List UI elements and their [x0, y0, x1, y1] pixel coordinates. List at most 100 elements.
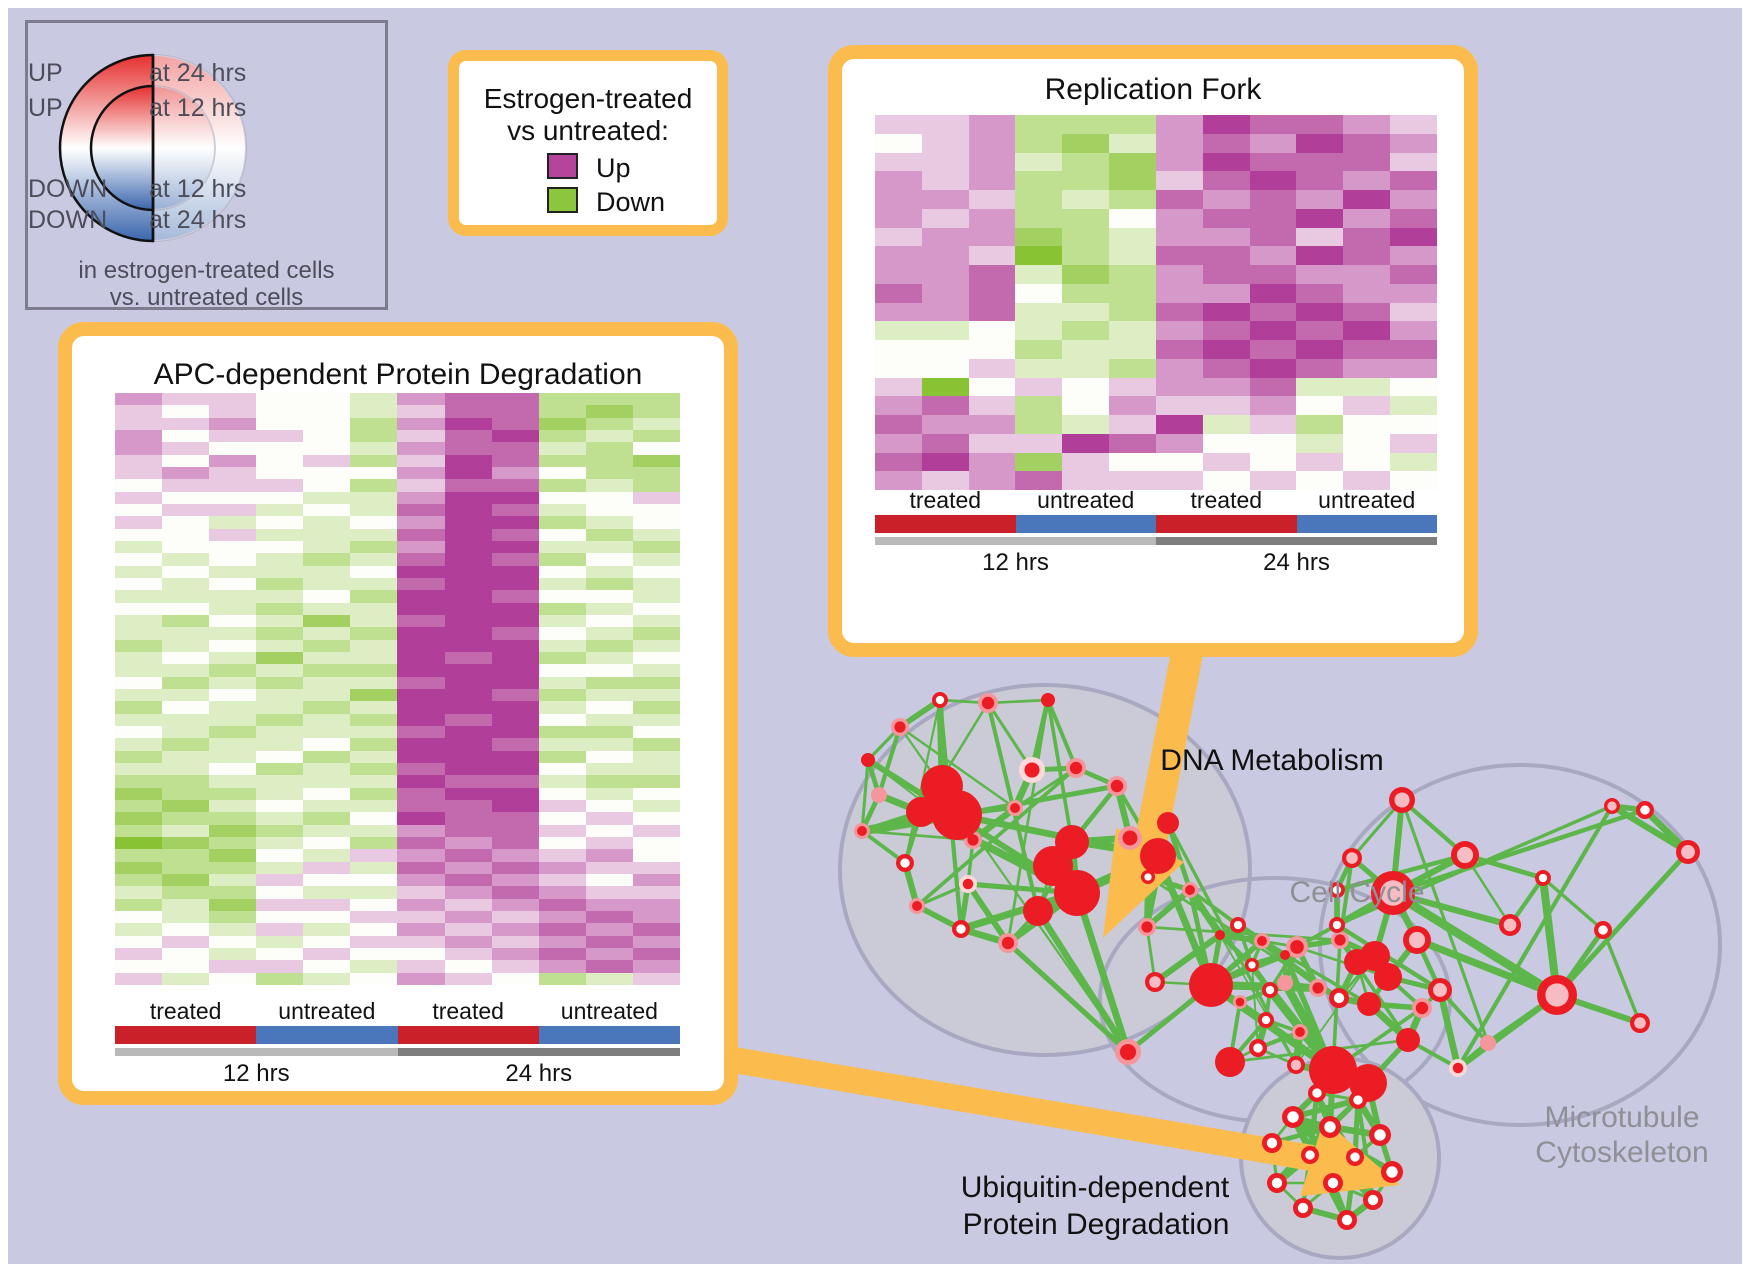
- network-edge: [915, 766, 1078, 908]
- heatmap-cell: [444, 516, 492, 529]
- heatmap-cell: [350, 725, 398, 739]
- heatmap-cell: [585, 614, 633, 628]
- heatmap-cell: [397, 738, 445, 751]
- heatmap-cell: [1109, 340, 1156, 359]
- heatmap-cell: [1249, 377, 1297, 397]
- heatmap-cell: [1249, 452, 1297, 472]
- heatmap-cell: [350, 923, 398, 936]
- network-edge: [1146, 925, 1341, 942]
- heatmap-cell: [303, 491, 351, 504]
- heatmap-cell: [1296, 208, 1344, 228]
- heatmap-cell: [491, 577, 539, 591]
- network-edge: [1336, 852, 1466, 893]
- heatmap-cell: [968, 433, 1016, 453]
- heatmap-cell: [209, 393, 257, 406]
- network-node: [1023, 896, 1053, 926]
- heatmap-cell: [115, 466, 163, 480]
- network-node-core: [1640, 805, 1650, 815]
- heatmap-cell: [1155, 283, 1203, 303]
- heatmap-cell: [1155, 377, 1203, 397]
- heatmap-cell: [162, 565, 210, 578]
- heatmap-cell: [875, 265, 922, 284]
- heatmap-cell: [1062, 152, 1110, 172]
- heatmap-cell: [1109, 321, 1156, 340]
- heatmap-cell: [303, 701, 351, 714]
- heatmap-cell: [585, 429, 633, 443]
- network-edge: [987, 698, 1049, 705]
- heatmap-cell: [256, 849, 304, 862]
- heatmap-cell: [350, 577, 398, 591]
- heatmap-cell: [491, 676, 539, 689]
- heatmap-cell: [209, 602, 257, 615]
- heatmap-cell: [162, 405, 210, 418]
- heatmap-cell: [303, 516, 351, 529]
- heatmap-cell: [968, 152, 1016, 172]
- heatmap-cell: [585, 454, 633, 467]
- heatmap-cell: [585, 701, 633, 714]
- ring-right-half-faded: [152, 53, 247, 243]
- heatmap-cell: [1202, 433, 1250, 453]
- heatmap-cell: [162, 713, 210, 726]
- heatmap-cell: [162, 861, 210, 874]
- heatmap-cell: [209, 873, 257, 887]
- network-edge: [986, 702, 1034, 771]
- heatmap-cell: [209, 565, 257, 578]
- heatmap-cell: [1296, 190, 1344, 209]
- heatmap-cell: [585, 836, 633, 850]
- heatmap-cell: [256, 836, 304, 850]
- network-node-core: [1312, 982, 1324, 994]
- heatmap-cell: [303, 849, 351, 862]
- heatmap-cell: [209, 960, 257, 973]
- network-cluster-label: Cytoskeleton: [1535, 1136, 1708, 1169]
- heatmap-cell: [303, 664, 351, 677]
- apc-panel-title: APC-dependent Protein Degradation: [153, 358, 643, 391]
- heatmap-cell: [538, 725, 586, 739]
- heatmap-cell: [444, 417, 492, 430]
- network-cluster-label: Microtubule: [1544, 1101, 1699, 1134]
- heatmap-cell: [397, 442, 445, 455]
- heatmap-cell: [1296, 396, 1344, 415]
- heatmap-cell: [444, 910, 492, 924]
- heatmap-cell: [444, 713, 492, 726]
- heatmap-cell: [115, 479, 163, 492]
- heatmap-cell: [538, 775, 586, 788]
- heatmap-cell: [444, 577, 492, 591]
- network-edge: [1219, 934, 1297, 1066]
- apc-heatmap-panel: APC-dependent Protein Degradation treate…: [58, 322, 738, 1105]
- heatmap-cell: [162, 787, 210, 800]
- heatmap-cell: [538, 590, 586, 603]
- heatmap-cell: [350, 701, 398, 714]
- heatmap-cell: [397, 676, 445, 689]
- heatmap-cell: [303, 528, 351, 541]
- heatmap-cell: [538, 565, 586, 578]
- heatmap-cell: [350, 738, 398, 751]
- heatmap-cell: [444, 614, 492, 628]
- treatment-bar-segment: [1156, 515, 1297, 533]
- heatmap-cell: [1015, 133, 1063, 153]
- network-node-core: [1433, 983, 1447, 997]
- heatmap-cell: [585, 393, 633, 406]
- apc-treatment-bar: [115, 1026, 680, 1044]
- heatmap-cell: [303, 405, 351, 418]
- heatmap-cell: [1062, 302, 1110, 322]
- heatmap-cell: [1343, 190, 1391, 209]
- heatmap-cell: [875, 321, 922, 340]
- heatmap-cell: [209, 417, 257, 430]
- heatmap-cell: [397, 602, 445, 615]
- heatmap-cell: [491, 553, 539, 566]
- heatmap-cell: [1062, 321, 1110, 340]
- heatmap-cell: [921, 302, 969, 322]
- heatmap-cell: [875, 340, 922, 359]
- network-node: [1480, 1035, 1496, 1051]
- network-node: [906, 797, 936, 827]
- heatmap-cell: [491, 540, 539, 554]
- network-node: [1309, 1046, 1357, 1094]
- heatmap-cell: [397, 923, 445, 936]
- network-node: [1157, 812, 1179, 834]
- heatmap-cell: [538, 491, 586, 504]
- time-bar-segment: [1156, 537, 1437, 545]
- heatmap-cell: [444, 947, 492, 961]
- heatmap-cell: [1062, 227, 1110, 247]
- heatmap-cell: [162, 454, 210, 467]
- network-node: [1189, 963, 1233, 1007]
